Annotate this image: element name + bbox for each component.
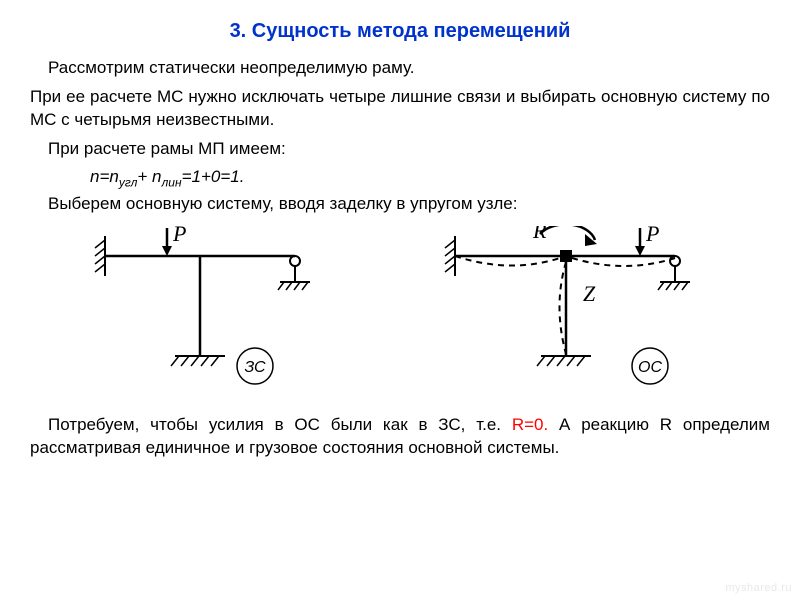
watermark: myshared.ru bbox=[725, 582, 792, 594]
formula-sub1: угл bbox=[119, 175, 138, 189]
label-Z: Z bbox=[583, 281, 596, 306]
formula-sub2: лин bbox=[162, 175, 182, 189]
paragraph-5: Потребуем, чтобы усилия в ОС были как в … bbox=[30, 414, 770, 460]
label-P-left: P bbox=[172, 226, 186, 246]
label-R: R bbox=[532, 226, 547, 243]
paragraph-3: При расчете рамы МП имеем: bbox=[30, 138, 770, 161]
paragraph-4: Выберем основную систему, вводя заделку … bbox=[30, 193, 770, 216]
diagram-right: P R Z ОС bbox=[425, 226, 725, 396]
circle-label-left: ЗС bbox=[244, 359, 265, 376]
paragraph-1: Рассмотрим статически неопределимую раму… bbox=[30, 57, 770, 80]
diagram-left: P ЗС bbox=[75, 226, 335, 396]
paragraph-2: При ее расчете МС нужно исключать четыре… bbox=[30, 86, 770, 132]
formula-rhs: =1+0=1. bbox=[182, 167, 245, 186]
p5-red: R=0. bbox=[512, 415, 548, 434]
diagrams-row: P ЗС P bbox=[30, 226, 770, 396]
formula-mid: + n bbox=[137, 167, 161, 186]
formula: n=nугл+ nлин=1+0=1. bbox=[90, 167, 770, 189]
circle-label-right: ОС bbox=[638, 359, 662, 376]
label-P-right: P bbox=[645, 226, 659, 246]
formula-lhs: n=n bbox=[90, 167, 119, 186]
section-title: 3. Сущность метода перемещений bbox=[30, 20, 770, 43]
p5a: Потребуем, чтобы усилия в ОС были как в … bbox=[48, 415, 512, 434]
